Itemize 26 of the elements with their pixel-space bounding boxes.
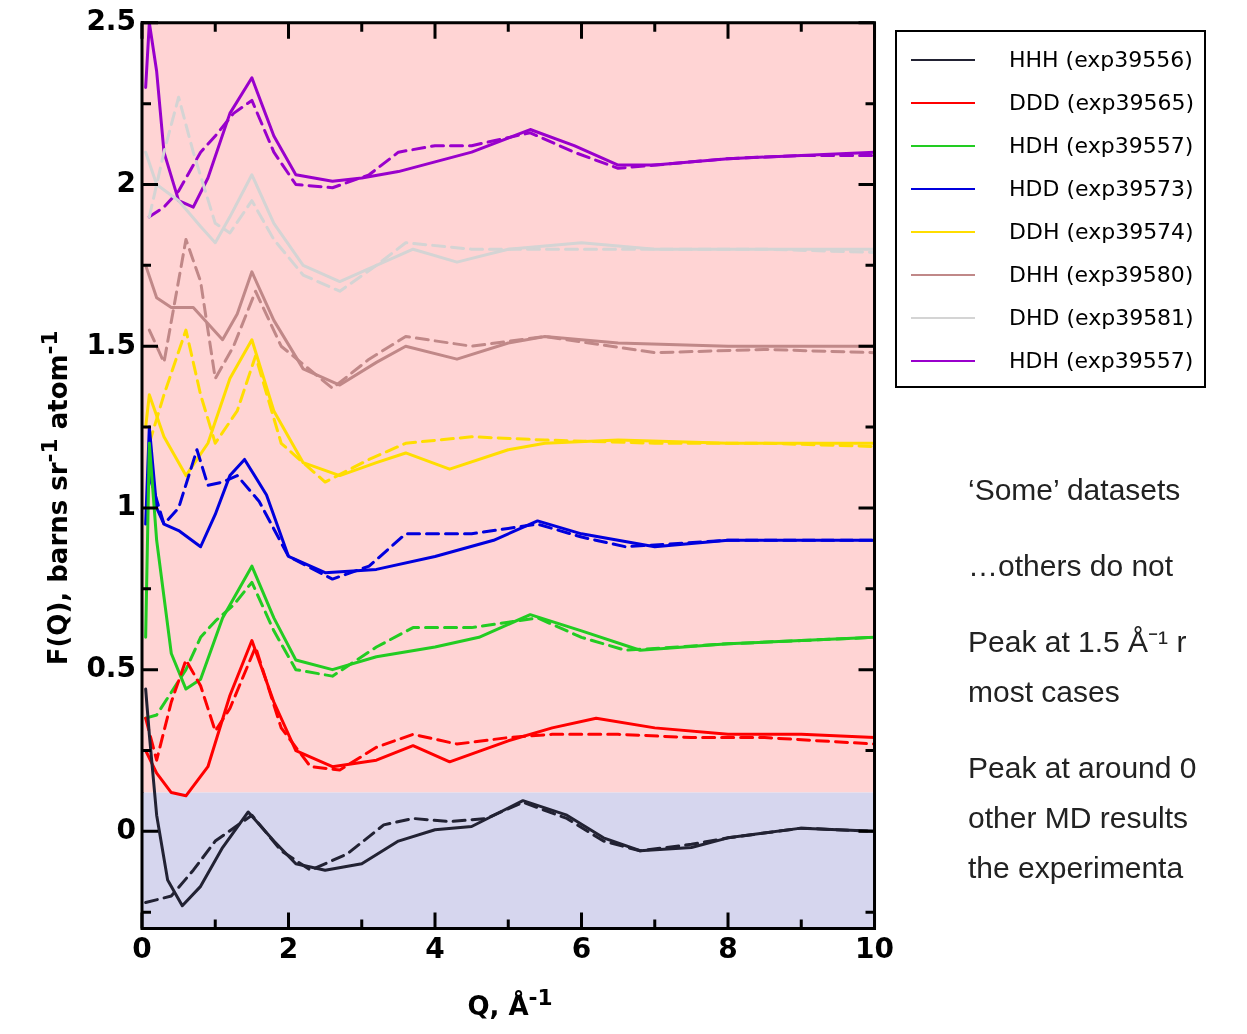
y-tick-label: 0	[116, 812, 136, 846]
x-tick-label: 6	[571, 932, 592, 966]
x-tick-label: 4	[425, 932, 445, 966]
text: ‘Some’ datasets	[968, 472, 1182, 508]
legend-label: HDD (exp39573)	[1009, 176, 1194, 201]
x-tick-label: 2	[278, 932, 299, 966]
legend-label: HDH (exp39557)	[1009, 348, 1194, 373]
y-tick-label: 1	[116, 489, 136, 523]
y-tick-label: 2	[116, 165, 136, 199]
x-tick-label: 8	[718, 932, 738, 966]
legend-label: HHH (exp39556)	[1009, 47, 1193, 72]
y-tick-label: 2.5	[86, 4, 136, 38]
text: …others do not	[968, 548, 1175, 584]
legend-label: DDH (exp39574)	[1009, 219, 1194, 244]
legend-label: DHH (exp39580)	[1009, 262, 1194, 287]
text: Peak at 1.5 Å⁻¹ r most cases	[968, 624, 1188, 710]
y-tick-label: 0.5	[86, 650, 136, 684]
x-tick-label: 10	[855, 932, 894, 966]
x-axis-title: Q, Å$^{-1}$	[466, 985, 554, 1021]
text: Peak at around 0 other MD results the experimenta	[968, 750, 1198, 886]
legend-label: DDD (exp39565)	[1009, 90, 1195, 115]
legend-label: HDH (exp39557)	[1009, 133, 1194, 158]
legend-label: DHD (exp39581)	[1009, 305, 1194, 330]
line-series	[147, 238, 875, 390]
y-tick-label: 1.5	[86, 327, 136, 361]
line-series	[147, 95, 875, 293]
